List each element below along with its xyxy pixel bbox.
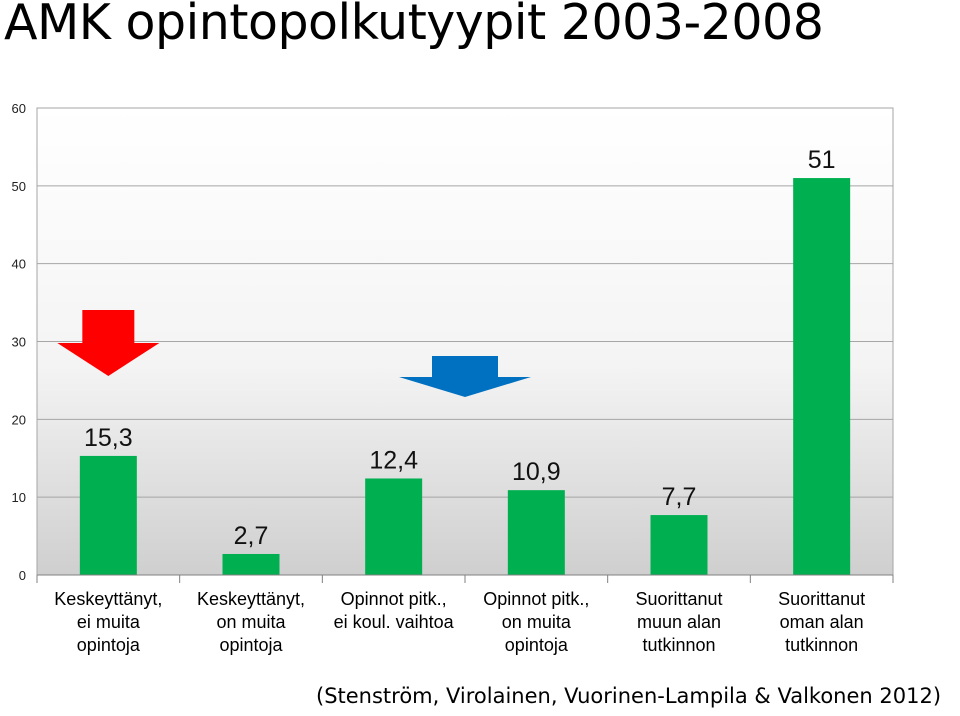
bar bbox=[793, 178, 851, 576]
data-label: 12,4 bbox=[369, 446, 418, 474]
grid-lines bbox=[37, 107, 893, 498]
data-label: 15,3 bbox=[84, 424, 133, 452]
chart-title: AMK opintopolkutyypit 2003-2008 bbox=[4, 0, 824, 51]
category-label-line: Suorittanut bbox=[778, 589, 866, 609]
x-category-label: Opinnot pitk., ei koul. vaihtoa bbox=[324, 588, 464, 634]
category-label-line: on muita bbox=[501, 612, 571, 632]
y-tick-label: 0 bbox=[19, 568, 26, 583]
data-label: 2,7 bbox=[234, 522, 269, 550]
blue-down-arrow-icon bbox=[399, 356, 531, 397]
category-label-line: oman alan bbox=[779, 612, 864, 632]
red-down-arrow-icon bbox=[57, 310, 160, 376]
category-label-line: ei koul. vaihtoa bbox=[333, 612, 454, 632]
y-tick-label: 30 bbox=[12, 335, 26, 350]
category-label-line: Opinnot pitk., bbox=[340, 589, 447, 609]
category-label-line: ei muita bbox=[76, 612, 140, 632]
x-category-label: Suorittanut muun alan tutkinnon bbox=[609, 588, 749, 657]
category-label-line: tutkinnon bbox=[642, 635, 716, 655]
bar bbox=[650, 515, 708, 575]
bars bbox=[79, 178, 851, 576]
bar bbox=[79, 455, 137, 575]
bar bbox=[222, 553, 280, 575]
arrow-annotations bbox=[57, 310, 531, 397]
category-label-line: muun alan bbox=[636, 612, 722, 632]
x-category-label: Suorittanut oman alan tutkinnon bbox=[752, 588, 892, 657]
x-category-label: Keskeyttänyt, ei muita opintoja bbox=[38, 588, 178, 657]
data-label: 10,9 bbox=[512, 458, 561, 486]
category-separators bbox=[36, 575, 894, 583]
source-citation: (Stenström, Virolainen, Vuorinen-Lampila… bbox=[316, 684, 942, 708]
category-label-line: on muita bbox=[216, 612, 286, 632]
category-label-line: Suorittanut bbox=[635, 589, 723, 609]
bar bbox=[507, 490, 565, 575]
data-labels: 15,3 2,7 12,4 10,9 7,7 51 bbox=[84, 146, 836, 550]
category-label-line: Keskeyttänyt, bbox=[54, 589, 163, 609]
category-label-line: opintoja bbox=[76, 635, 140, 655]
bar bbox=[365, 478, 423, 575]
data-label: 7,7 bbox=[662, 483, 697, 511]
y-tick-label: 50 bbox=[12, 179, 26, 194]
y-tick-label: 10 bbox=[12, 490, 26, 505]
y-tick-label: 40 bbox=[12, 257, 26, 272]
category-label-line: tutkinnon bbox=[785, 635, 859, 655]
x-category-label: Keskeyttänyt, on muita opintoja bbox=[181, 588, 321, 657]
y-tick-label: 20 bbox=[12, 412, 26, 427]
category-label-line: opintoja bbox=[219, 635, 283, 655]
y-axis-ticks: 0 10 20 30 40 50 60 bbox=[12, 101, 26, 583]
category-label-line: Opinnot pitk., bbox=[483, 589, 590, 609]
category-label-line: Keskeyttänyt, bbox=[196, 589, 306, 609]
x-category-label: Opinnot pitk., on muita opintoja bbox=[466, 588, 606, 657]
data-label: 51 bbox=[808, 146, 836, 174]
category-label-line: opintoja bbox=[504, 635, 568, 655]
y-tick-label: 60 bbox=[12, 101, 26, 116]
